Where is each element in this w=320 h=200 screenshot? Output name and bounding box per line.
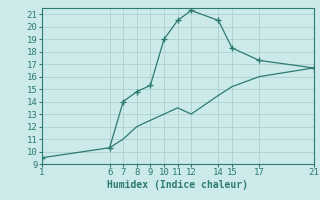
X-axis label: Humidex (Indice chaleur): Humidex (Indice chaleur): [107, 180, 248, 190]
